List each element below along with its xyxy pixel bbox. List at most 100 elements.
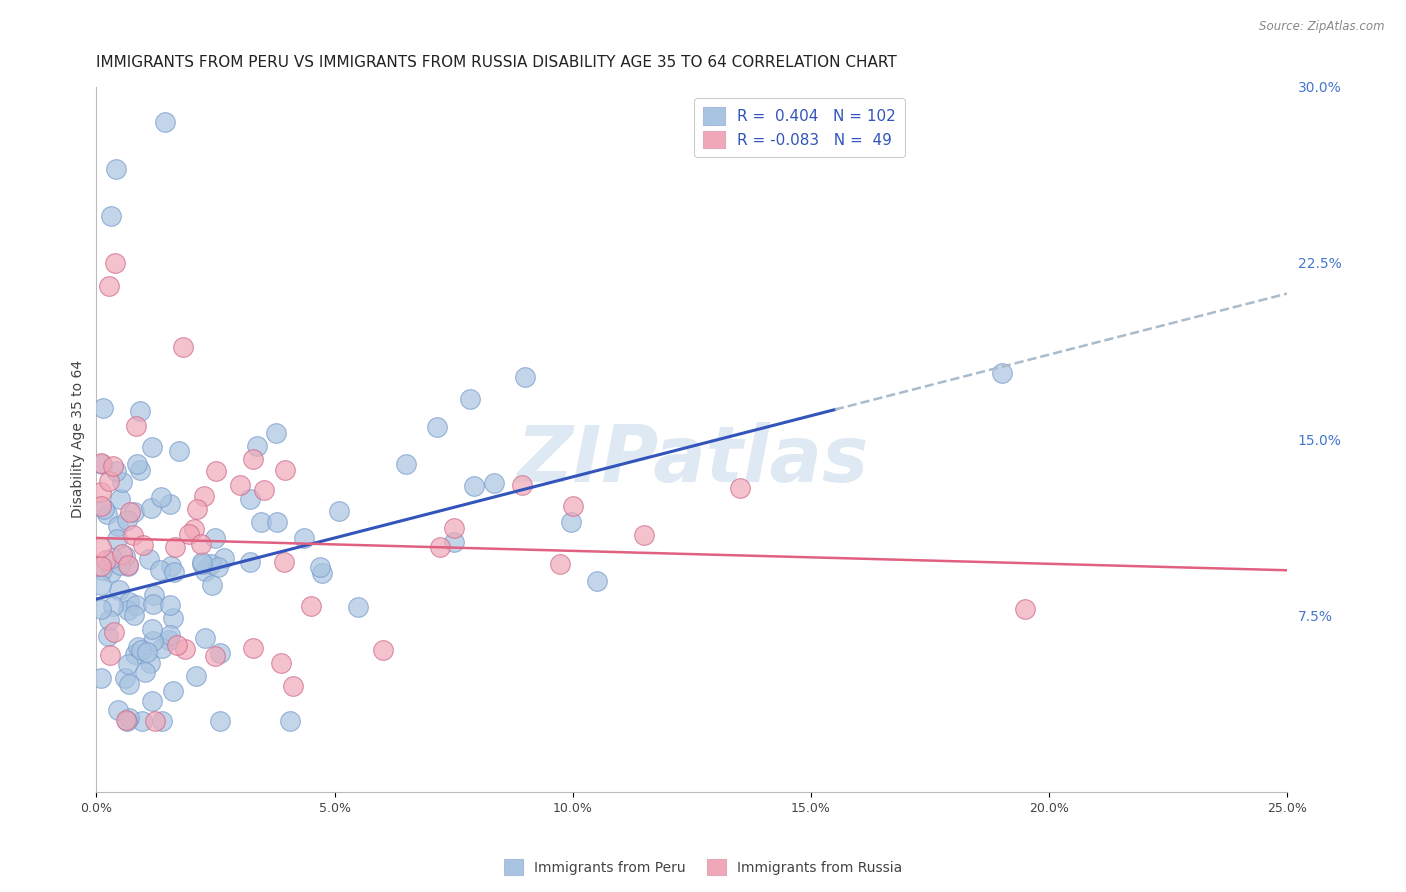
Point <box>728 481 751 495</box>
Point <box>117 558 139 573</box>
Point <box>125 418 148 433</box>
Point <box>105 532 128 546</box>
Point <box>163 565 186 579</box>
Point <box>200 558 222 572</box>
Point <box>90 456 112 470</box>
Point <box>100 209 122 223</box>
Point <box>328 504 350 518</box>
Point <box>990 367 1012 381</box>
Point <box>107 582 129 597</box>
Point <box>122 607 145 622</box>
Point <box>201 577 224 591</box>
Point <box>560 515 582 529</box>
Point <box>183 522 205 536</box>
Point <box>128 404 150 418</box>
Point <box>207 560 229 574</box>
Point <box>228 477 250 491</box>
Point <box>90 499 112 513</box>
Point <box>114 671 136 685</box>
Point <box>177 527 200 541</box>
Point <box>96 552 118 566</box>
Point <box>98 475 121 489</box>
Point <box>242 451 264 466</box>
Point <box>115 513 138 527</box>
Point <box>118 711 141 725</box>
Point <box>139 500 162 515</box>
Point <box>150 641 173 656</box>
Point <box>443 534 465 549</box>
Point <box>371 643 394 657</box>
Point <box>122 528 145 542</box>
Point <box>110 491 132 506</box>
Point <box>204 531 226 545</box>
Point <box>190 537 212 551</box>
Point <box>239 491 262 506</box>
Point <box>143 714 166 729</box>
Point <box>132 538 155 552</box>
Point <box>162 610 184 624</box>
Point <box>111 547 134 561</box>
Point <box>274 463 297 477</box>
Point <box>633 528 655 542</box>
Point <box>141 694 163 708</box>
Point <box>93 401 115 416</box>
Point <box>266 515 288 529</box>
Point <box>98 648 121 663</box>
Point <box>138 552 160 566</box>
Point <box>110 558 132 573</box>
Point <box>127 458 149 472</box>
Point <box>510 477 533 491</box>
Point <box>90 671 112 685</box>
Legend: R =  0.404   N = 102, R = -0.083   N =  49: R = 0.404 N = 102, R = -0.083 N = 49 <box>695 98 904 158</box>
Point <box>347 599 370 614</box>
Point <box>278 714 301 729</box>
Point <box>270 656 292 670</box>
Point <box>115 714 138 729</box>
Point <box>159 599 181 613</box>
Point <box>214 550 236 565</box>
Point <box>150 714 173 729</box>
Point <box>167 444 190 458</box>
Point <box>117 595 139 609</box>
Point <box>264 425 287 440</box>
Point <box>159 497 181 511</box>
Point <box>426 420 449 434</box>
Point <box>159 628 181 642</box>
Point <box>101 550 124 565</box>
Point <box>104 256 127 270</box>
Point <box>194 564 217 578</box>
Point <box>124 647 146 661</box>
Point <box>122 505 145 519</box>
Point <box>239 555 262 569</box>
Point <box>90 541 112 555</box>
Point <box>125 599 148 613</box>
Point <box>115 713 138 727</box>
Point <box>117 603 139 617</box>
Point <box>111 475 134 490</box>
Point <box>550 558 572 572</box>
Point <box>142 588 165 602</box>
Point <box>209 714 232 729</box>
Point <box>204 648 226 663</box>
Point <box>93 502 115 516</box>
Point <box>208 646 231 660</box>
Point <box>107 518 129 533</box>
Point <box>186 669 208 683</box>
Point <box>186 502 208 516</box>
Point <box>97 613 120 627</box>
Point <box>101 599 124 613</box>
Legend: Immigrants from Peru, Immigrants from Russia: Immigrants from Peru, Immigrants from Ru… <box>498 854 908 880</box>
Point <box>104 161 127 176</box>
Point <box>242 641 264 656</box>
Point <box>294 531 316 545</box>
Point <box>107 703 129 717</box>
Point <box>134 665 156 679</box>
Point <box>98 279 121 293</box>
Point <box>117 558 139 573</box>
Point <box>90 577 112 591</box>
Point <box>253 483 276 498</box>
Point <box>128 463 150 477</box>
Point <box>204 464 226 478</box>
Point <box>172 341 194 355</box>
Point <box>1014 601 1036 615</box>
